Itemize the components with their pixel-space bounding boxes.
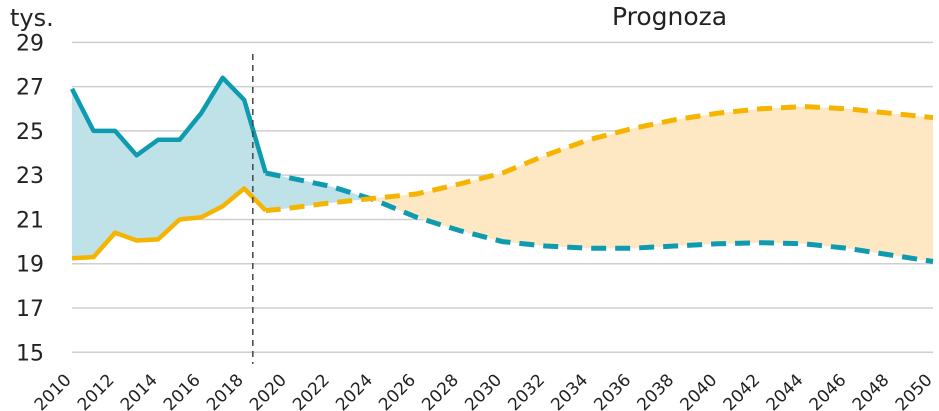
band-blue-area [72,77,371,259]
y-tick-label: 25 [16,120,44,145]
x-tick-label: 2028 [418,370,463,411]
x-tick-label: 2014 [117,370,162,411]
y-tick-label: 29 [16,31,44,56]
x-tick-label: 2026 [375,370,420,411]
x-tick-label: 2048 [849,370,894,411]
y-tick-label: 21 [16,208,44,233]
y-tick-label: 23 [16,164,44,189]
x-tick-label: 2032 [504,370,549,411]
x-tick-label: 2042 [720,370,765,411]
x-tick-label: 2012 [74,370,119,411]
x-tick-label: 2030 [461,370,506,411]
forecast-label: Prognoza [612,2,728,31]
x-tick-label: 2018 [203,370,248,411]
series-blue-line [69,75,268,174]
band-orange-area [370,106,933,262]
x-tick-label: 2046 [806,370,851,411]
series-blue-forecast-line [265,170,934,264]
x-tick-label: 2050 [892,370,937,411]
x-tick-label: 2044 [763,370,808,411]
x-tick-label: 2038 [634,370,679,411]
series-orange-forecast-line [265,104,934,214]
x-tick-label: 2022 [289,370,334,411]
y-tick-label: 27 [16,76,44,101]
x-tick-label: 2034 [547,370,592,411]
x-tick-label: 2016 [160,370,205,411]
x-tick-label: 2010 [31,370,76,411]
x-tick-label: 2040 [677,370,722,411]
y-tick-label: 15 [16,341,44,366]
y-tick-label: 19 [16,253,44,278]
x-tick-label: 2036 [590,370,635,411]
x-tick-label: 2024 [332,370,377,411]
x-tick-label: 2020 [246,370,291,411]
unit-label: tys. [10,4,54,32]
y-tick-label: 17 [16,297,44,322]
series-orange-line [71,186,268,261]
